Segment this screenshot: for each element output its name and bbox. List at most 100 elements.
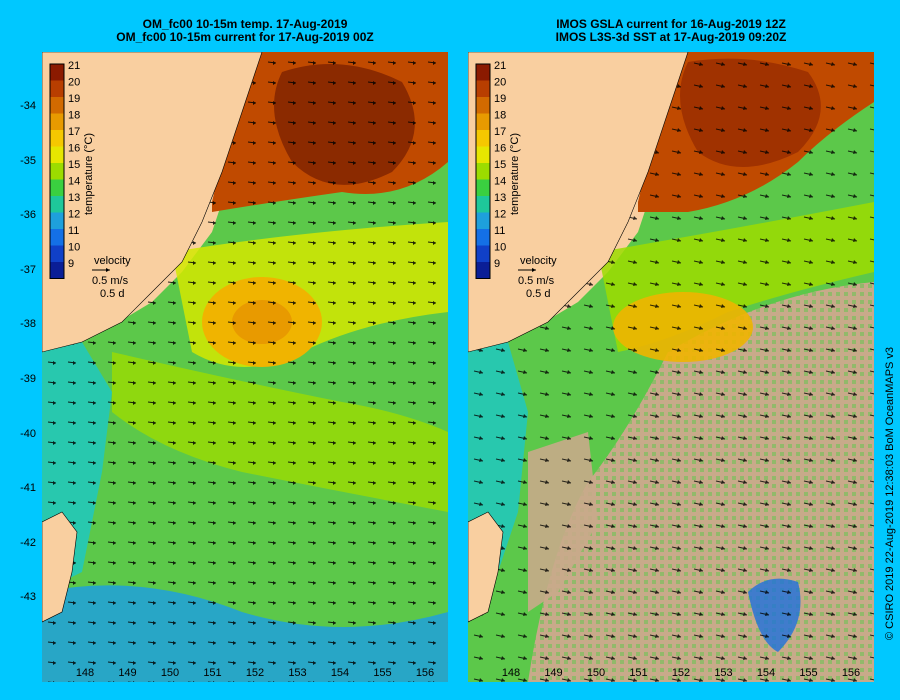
colorbar-swatch xyxy=(476,146,490,163)
colorbar-swatch xyxy=(50,212,64,229)
colorbar-tick-label: 18 xyxy=(68,110,80,122)
colorbar-tick-label: 13 xyxy=(68,192,80,204)
colorbar-swatch xyxy=(476,80,490,97)
colorbar-swatch xyxy=(476,196,490,213)
right-colorbar: 21 20 19 18 17 16 15 14 13 12 11 10 9 temperature (°C… xyxy=(475,60,521,279)
x-axis-label: 150 xyxy=(160,667,180,679)
colorbar-swatch xyxy=(50,196,64,213)
velocity-label: velocity xyxy=(94,255,131,267)
colorbar-tick-label: 18 xyxy=(494,110,506,122)
velocity-speed: 0.5 m/s xyxy=(92,275,129,287)
colorbar-swatch xyxy=(50,179,64,196)
x-axis-label: 154 xyxy=(756,667,776,679)
colorbar-tick-label: 20 xyxy=(68,77,80,89)
left-land-mainland xyxy=(42,52,263,353)
colorbar-tick-label: 19 xyxy=(494,93,506,105)
colorbar-tick-label: 11 xyxy=(68,225,79,237)
copyright-text: © CSIRO 2019 22-Aug-2019 12:38:03 BoM Oc… xyxy=(884,346,896,640)
y-axis-label: -35 xyxy=(20,154,36,167)
colorbar-swatch xyxy=(50,146,64,163)
colorbar-tick-label: 13 xyxy=(494,192,506,204)
left-map-svg: 21 20 19 18 17 16 15 14 13 12 11 10 9 temperature (°C… xyxy=(42,52,448,682)
right-map-svg: 21 20 19 18 17 16 15 14 13 12 11 10 9 temperature (°C… xyxy=(468,52,874,682)
y-axis-label: -40 xyxy=(20,427,36,440)
y-axis-label: -41 xyxy=(20,482,36,495)
colorbar-label: temperature (°C) xyxy=(83,133,95,215)
colorbar-swatch xyxy=(476,229,490,246)
left-colorbar: 21 20 19 18 17 16 15 14 13 12 11 10 9 temperature (°C… xyxy=(49,60,95,279)
right-land-tasmania xyxy=(468,511,504,623)
colorbar-swatch xyxy=(476,97,490,114)
colorbar-tick-label: 10 xyxy=(494,242,506,254)
colorbar-tick-label: 16 xyxy=(68,143,80,155)
left-title: OM_fc00 10-15m temp. 17-Aug-2019 OM_fc00… xyxy=(42,18,448,44)
right-title-line2: IMOS L3S-3d SST at 17-Aug-2019 09:20Z xyxy=(555,30,787,44)
colorbar-swatch xyxy=(476,64,490,81)
y-axis-label: -39 xyxy=(20,373,36,385)
x-axis-label: 152 xyxy=(245,667,265,679)
y-axis-label: -43 xyxy=(20,591,36,604)
colorbar-swatch xyxy=(50,163,64,180)
colorbar-swatch xyxy=(476,262,490,279)
colorbar-tick-label: 17 xyxy=(494,126,506,138)
left-map-panel[interactable]: 21 20 19 18 17 16 15 14 13 12 11 10 9 temperature (°C… xyxy=(42,52,448,682)
colorbar-swatch xyxy=(476,179,490,196)
right-map-panel[interactable]: 21 20 19 18 17 16 15 14 13 12 11 10 9 temperature (°C… xyxy=(468,52,874,682)
right-velocity-legend: velocity 0.5 m/s 0.5 d xyxy=(518,255,557,300)
colorbar-swatch xyxy=(50,80,64,97)
colorbar-tick-label: 21 xyxy=(494,60,506,72)
x-axis-label: 153 xyxy=(714,667,733,679)
left-land-tasmania xyxy=(42,511,78,623)
right-title: IMOS GSLA current for 16-Aug-2019 12Z IM… xyxy=(468,18,874,44)
x-axis-label: 155 xyxy=(373,667,392,679)
y-axis-label: -36 xyxy=(20,209,36,222)
x-axis-label: 154 xyxy=(330,667,350,679)
colorbar-tick-label: 15 xyxy=(494,159,506,171)
y-axis-label: -34 xyxy=(20,100,36,112)
colorbar-tick-label: 15 xyxy=(68,159,80,171)
colorbar-tick-label: 11 xyxy=(494,225,505,237)
colorbar-tick-label: 9 xyxy=(68,258,74,270)
colorbar-border xyxy=(49,63,65,279)
colorbar-swatch xyxy=(476,113,490,130)
left-title-line1: OM_fc00 10-15m temp. 17-Aug-2019 xyxy=(142,17,348,31)
right-land-mainland xyxy=(468,52,689,353)
colorbar-tick-label: 10 xyxy=(68,242,80,254)
colorbar-tick-label: 12 xyxy=(494,209,506,221)
x-axis-label: 149 xyxy=(544,667,563,679)
right-title-line1: IMOS GSLA current for 16-Aug-2019 12Z xyxy=(556,17,786,31)
colorbar-swatch xyxy=(476,130,490,147)
x-axis-label: 148 xyxy=(501,667,521,679)
colorbar-swatch xyxy=(50,229,64,246)
velocity-label: velocity xyxy=(520,255,557,267)
x-axis-label: 151 xyxy=(629,667,648,679)
colorbar-tick-label: 20 xyxy=(494,77,506,89)
velocity-duration: 0.5 d xyxy=(100,288,124,300)
x-axis-label: 156 xyxy=(841,667,861,679)
x-axis-label: 155 xyxy=(799,667,818,679)
colorbar-tick-label: 19 xyxy=(68,93,80,105)
x-axis-label: 148 xyxy=(75,667,95,679)
velocity-duration: 0.5 d xyxy=(526,288,550,300)
colorbar-swatch xyxy=(50,64,64,81)
left-velocity-legend: velocity 0.5 m/s 0.5 d xyxy=(92,255,131,300)
colorbar-tick-label: 17 xyxy=(68,126,80,138)
left-title-line2: OM_fc00 10-15m current for 17-Aug-2019 0… xyxy=(116,30,374,44)
x-axis-label: 153 xyxy=(288,667,307,679)
colorbar-tick-label: 14 xyxy=(68,176,80,188)
colorbar-swatch xyxy=(50,262,64,279)
colorbar-swatch xyxy=(476,163,490,180)
colorbar-swatch xyxy=(476,212,490,229)
colorbar-tick-label: 21 xyxy=(68,60,80,72)
x-axis-label: 156 xyxy=(415,667,435,679)
y-axis-label: -38 xyxy=(20,318,36,331)
colorbar-tick-label: 14 xyxy=(494,176,506,188)
colorbar-swatch xyxy=(50,245,64,262)
colorbar-tick-label: 9 xyxy=(494,258,500,270)
colorbar-tick-label: 12 xyxy=(68,209,80,221)
x-axis-label: 149 xyxy=(118,667,137,679)
colorbar-swatch xyxy=(50,130,64,147)
colorbar-border xyxy=(475,63,491,279)
colorbar-tick-label: 16 xyxy=(494,143,506,155)
x-axis-label: 151 xyxy=(203,667,222,679)
